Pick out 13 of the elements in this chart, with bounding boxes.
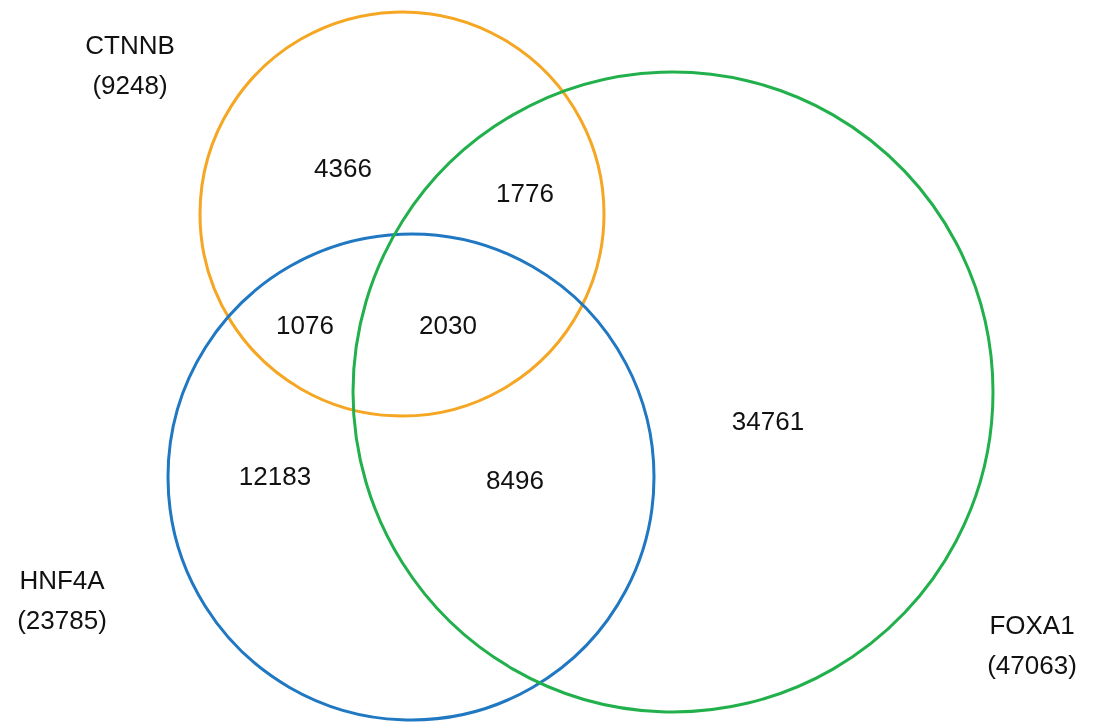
- text: 12183: [238, 461, 312, 491]
- category-label: CTNNB: [85, 30, 175, 60]
- category-label: FOXA1: [989, 610, 1075, 640]
- category-label: HNF4A: [19, 565, 106, 595]
- data-label: (23785): [17, 605, 107, 635]
- text: 34761: [731, 406, 805, 436]
- data-label: (47063): [987, 650, 1077, 680]
- text: 8496: [486, 465, 544, 495]
- text: 4366: [314, 153, 372, 183]
- text: 1076: [276, 310, 334, 340]
- data-label: (9248): [92, 70, 168, 100]
- text: 1776: [496, 178, 554, 208]
- text: 2030: [419, 310, 477, 340]
